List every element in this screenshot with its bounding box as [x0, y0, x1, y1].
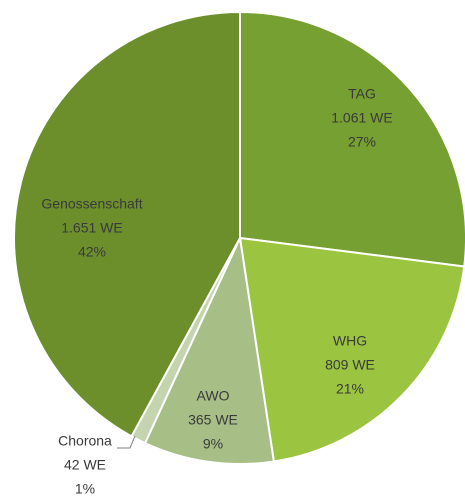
pie-slice [143, 234, 275, 465]
slice-percent: 21% [336, 381, 364, 397]
slice-name: WHG [333, 333, 367, 349]
slice-percent: 27% [348, 134, 376, 150]
slice-name: TAG [348, 86, 376, 102]
pie-slice [13, 10, 241, 438]
pie-slice [238, 236, 465, 463]
pie-slice [239, 10, 465, 268]
slice-value: 809 WE [325, 357, 375, 373]
slice-value: 365 WE [188, 412, 238, 428]
slice-percent: 42% [78, 244, 106, 260]
slice-value: 1.061 WE [331, 110, 392, 126]
slice-value: 42 WE [64, 457, 106, 473]
slice-name: Chorona [58, 433, 112, 449]
slice-name: Genossenschaft [41, 196, 142, 212]
slice-percent: 1% [75, 481, 95, 497]
slice-name: AWO [197, 388, 230, 404]
slice-percent: 9% [203, 436, 223, 452]
leader-line [117, 435, 136, 449]
slice-value: 1.651 WE [61, 220, 122, 236]
